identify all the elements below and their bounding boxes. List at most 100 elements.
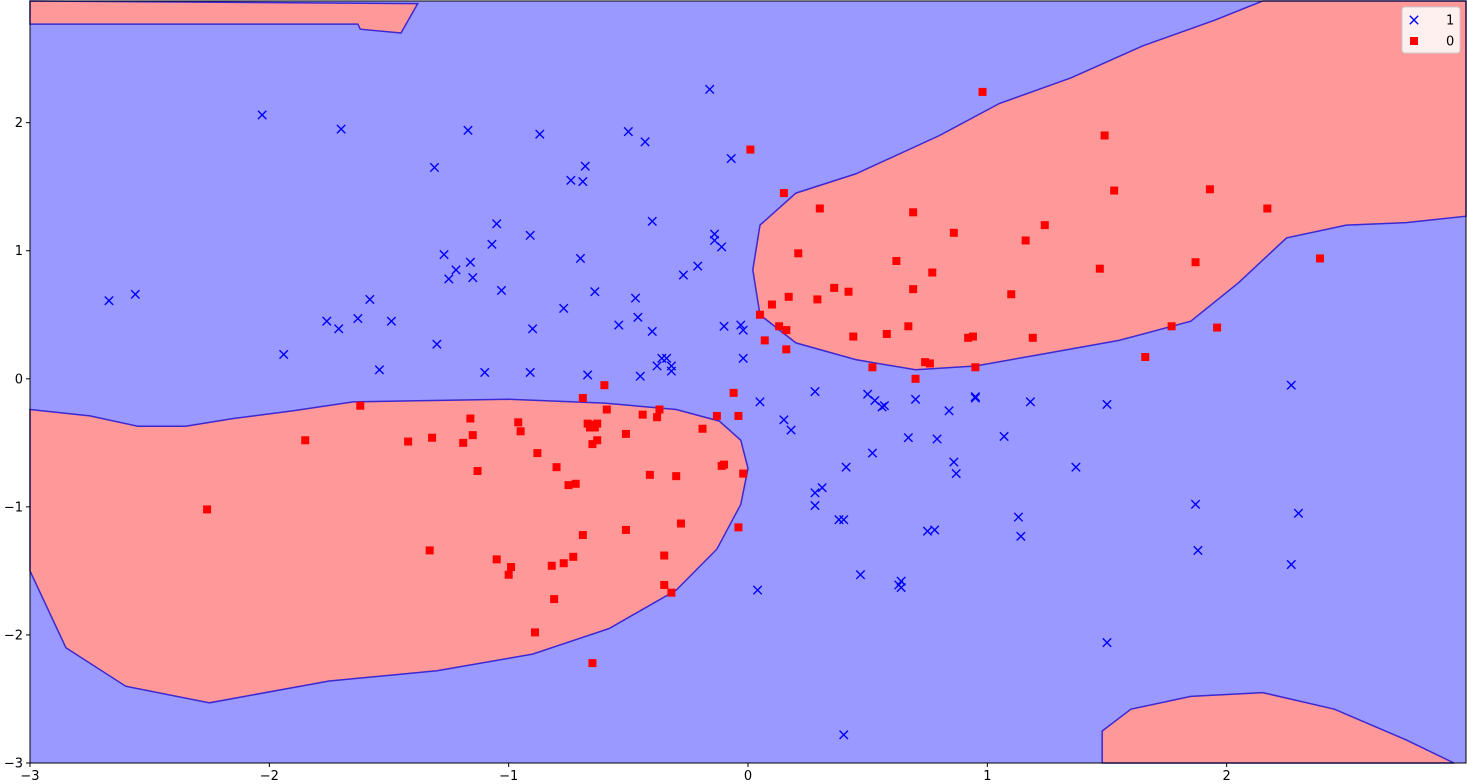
point-class-1 bbox=[736, 320, 746, 330]
point-class-1 bbox=[896, 582, 906, 593]
point-class-0 bbox=[868, 363, 877, 372]
point-class-1 bbox=[566, 175, 576, 185]
point-class-0 bbox=[569, 552, 578, 561]
point-class-1 bbox=[705, 84, 715, 95]
point-class-0 bbox=[720, 460, 729, 469]
point-class-1 bbox=[535, 129, 545, 139]
point-class-1 bbox=[910, 394, 921, 404]
point-class-0 bbox=[775, 322, 784, 331]
point-class-0 bbox=[672, 472, 681, 481]
point-class-1 bbox=[1013, 512, 1024, 522]
point-class-0 bbox=[578, 531, 587, 540]
point-class-0 bbox=[904, 322, 913, 331]
point-class-0 bbox=[602, 405, 611, 414]
point-class-0 bbox=[1316, 254, 1325, 263]
point-class-0 bbox=[593, 419, 602, 428]
point-class-1 bbox=[970, 393, 981, 403]
x-tick-label: −1 bbox=[499, 769, 518, 784]
point-class-1 bbox=[451, 265, 461, 275]
point-class-1 bbox=[1286, 380, 1296, 390]
point-class-0 bbox=[892, 256, 901, 265]
point-class-1 bbox=[877, 402, 887, 412]
point-class-0 bbox=[473, 467, 482, 476]
point-class-1 bbox=[525, 230, 535, 241]
point-class-0 bbox=[547, 561, 556, 570]
point-class-0 bbox=[909, 285, 918, 294]
point-class-1 bbox=[719, 321, 729, 331]
class-0-region bbox=[29, 398, 749, 704]
point-class-1 bbox=[465, 257, 476, 267]
point-class-1 bbox=[779, 415, 789, 425]
point-class-1 bbox=[752, 585, 763, 595]
y-tick-label: 2 bbox=[15, 116, 23, 131]
point-class-0 bbox=[1021, 236, 1030, 245]
point-class-0 bbox=[1213, 323, 1222, 332]
point-class-1 bbox=[386, 316, 397, 326]
point-class-1 bbox=[817, 482, 827, 493]
point-class-1 bbox=[633, 312, 643, 323]
legend: 10 bbox=[1401, 6, 1461, 54]
point-class-0 bbox=[729, 388, 738, 397]
point-class-1 bbox=[480, 367, 490, 378]
point-class-1 bbox=[929, 525, 940, 535]
point-class-0 bbox=[1110, 186, 1119, 195]
x-tick-label: −3 bbox=[20, 769, 39, 784]
point-class-0 bbox=[782, 345, 791, 354]
point-class-0 bbox=[712, 411, 721, 420]
point-class-1 bbox=[580, 161, 590, 171]
data-points bbox=[104, 84, 1325, 740]
point-class-1 bbox=[839, 730, 849, 740]
point-class-1 bbox=[525, 367, 535, 378]
point-class-0 bbox=[404, 437, 413, 446]
point-class-0 bbox=[588, 659, 597, 668]
point-class-0 bbox=[667, 588, 676, 597]
point-class-0 bbox=[813, 295, 822, 304]
point-class-1 bbox=[999, 431, 1009, 442]
point-class-0 bbox=[1263, 204, 1272, 213]
point-class-1 bbox=[492, 219, 502, 229]
point-class-1 bbox=[810, 488, 820, 498]
point-class-1 bbox=[257, 110, 267, 120]
point-class-0 bbox=[655, 405, 664, 414]
point-class-0 bbox=[844, 287, 853, 296]
point-class-0 bbox=[593, 436, 602, 445]
plot-area bbox=[29, 0, 1467, 764]
point-class-0 bbox=[356, 401, 365, 410]
class-0-region bbox=[1101, 691, 1455, 764]
point-class-0 bbox=[734, 523, 743, 532]
point-class-1 bbox=[468, 272, 478, 283]
point-class-0 bbox=[621, 429, 630, 438]
legend-marker-square bbox=[1410, 37, 1418, 45]
point-class-1 bbox=[786, 425, 796, 435]
point-class-1 bbox=[334, 324, 344, 334]
x-tick-label: 2 bbox=[1223, 769, 1231, 784]
point-class-1 bbox=[726, 153, 736, 164]
point-class-0 bbox=[928, 268, 937, 277]
point-class-0 bbox=[1040, 221, 1049, 230]
point-class-1 bbox=[278, 349, 289, 360]
point-class-1 bbox=[130, 289, 141, 299]
point-class-1 bbox=[582, 370, 593, 380]
point-class-0 bbox=[794, 249, 803, 258]
point-class-0 bbox=[459, 438, 468, 447]
point-class-1 bbox=[575, 253, 586, 264]
point-class-1 bbox=[336, 124, 346, 134]
point-class-1 bbox=[1286, 559, 1296, 570]
point-class-0 bbox=[533, 449, 542, 458]
y-tick-label: −1 bbox=[4, 500, 23, 515]
point-class-0 bbox=[660, 580, 669, 589]
point-class-0 bbox=[428, 433, 437, 442]
point-class-1 bbox=[365, 294, 375, 305]
x-tick-label: 0 bbox=[744, 769, 752, 784]
point-class-1 bbox=[623, 126, 634, 137]
point-class-1 bbox=[496, 285, 507, 296]
class-0-region bbox=[752, 0, 1467, 371]
point-class-0 bbox=[653, 413, 662, 422]
point-class-0 bbox=[911, 374, 920, 383]
point-class-1 bbox=[429, 162, 440, 173]
point-class-0 bbox=[504, 570, 513, 579]
point-class-0 bbox=[516, 427, 525, 436]
point-class-1 bbox=[1193, 545, 1203, 556]
x-axis: −3 −2 −1 0 1 2 bbox=[20, 763, 1231, 784]
